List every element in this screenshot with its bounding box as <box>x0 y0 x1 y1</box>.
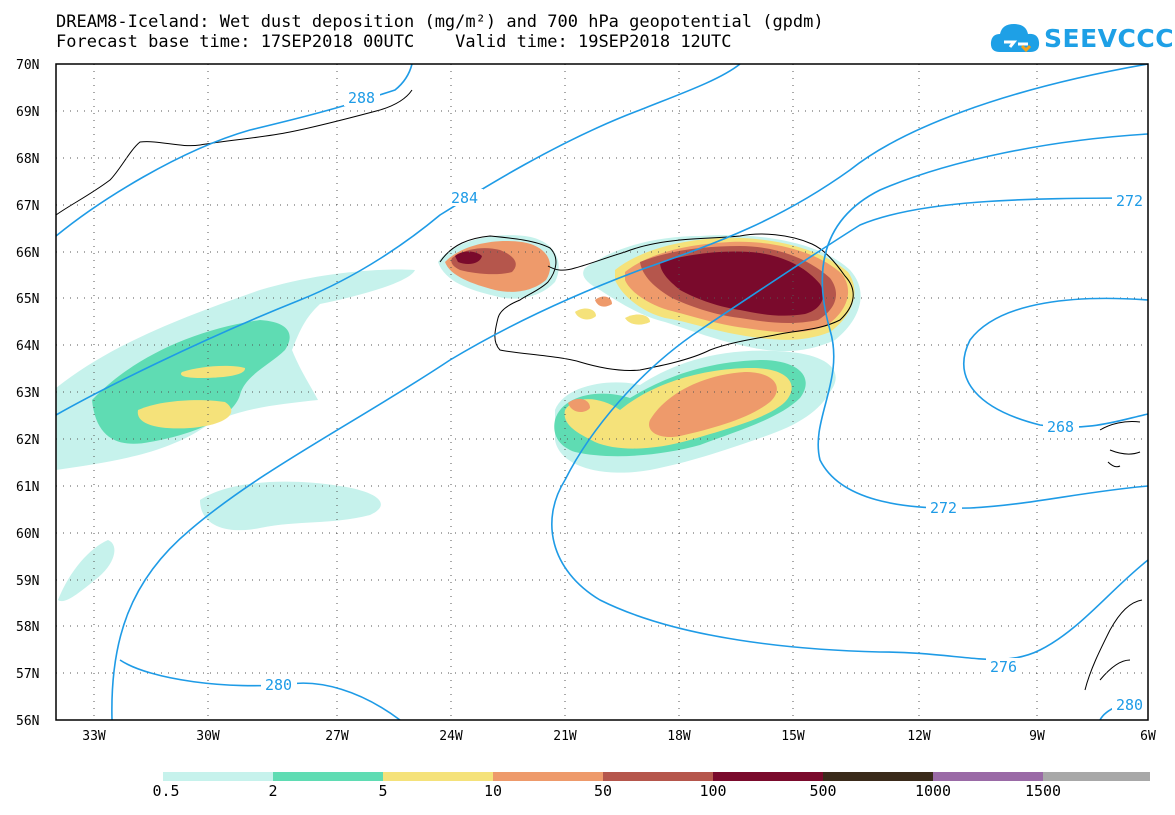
lat-label: 61N <box>16 480 39 495</box>
contour-label: 280 <box>1116 696 1143 714</box>
map-frame <box>55 63 1149 721</box>
contour-label: 280 <box>265 676 292 694</box>
lon-label: 18W <box>667 729 691 744</box>
contour-label: 268 <box>1047 418 1074 436</box>
lat-label: 60N <box>16 527 39 542</box>
legend-label: 10 <box>483 782 503 800</box>
contour-label: 272 <box>1116 192 1143 210</box>
legend-label: 1000 <box>914 782 952 800</box>
lat-label: 66N <box>16 246 39 261</box>
legend-swatch <box>163 772 273 781</box>
lat-label: 70N <box>16 58 39 73</box>
coastline <box>55 89 1143 691</box>
geopotential-contours <box>55 63 1149 721</box>
lat-label: 65N <box>16 292 39 307</box>
legend-swatch <box>1043 772 1150 781</box>
legend-label: 0.5 <box>152 782 180 800</box>
lon-label: 9W <box>1029 729 1045 744</box>
lat-label: 62N <box>16 433 39 448</box>
lat-label: 67N <box>16 199 39 214</box>
lon-label: 21W <box>553 729 577 744</box>
map-subtitle: Forecast base time: 17SEP2018 00UTC Vali… <box>56 32 732 52</box>
legend-colorbar <box>163 772 1150 781</box>
seevccc-logo: SEEVCCC <box>988 18 1174 58</box>
lat-label: 68N <box>16 152 39 167</box>
legend-label: 1500 <box>1024 782 1062 800</box>
legend-swatch <box>493 772 603 781</box>
legend-swatch <box>933 772 1043 781</box>
contour-label: 288 <box>348 89 375 107</box>
lat-label: 56N <box>16 714 39 729</box>
lon-label: 27W <box>325 729 349 744</box>
legend-label: 100 <box>699 782 727 800</box>
lat-label: 58N <box>16 620 39 635</box>
lat-label: 64N <box>16 339 39 354</box>
lat-label: 63N <box>16 386 39 401</box>
lon-label: 24W <box>439 729 463 744</box>
legend-swatch <box>273 772 383 781</box>
lon-label: 33W <box>82 729 106 744</box>
legend-label: 5 <box>378 782 388 800</box>
lon-label: 15W <box>781 729 805 744</box>
lat-label: 59N <box>16 574 39 589</box>
contour-label: 272 <box>930 499 957 517</box>
lat-label: 57N <box>16 667 39 682</box>
lat-label: 69N <box>16 105 39 120</box>
contour-label: 276 <box>990 658 1017 676</box>
legend-label: 2 <box>268 782 278 800</box>
legend-swatch <box>383 772 493 781</box>
gridlines <box>56 64 1148 720</box>
legend-label: 500 <box>809 782 837 800</box>
cloud-icon <box>990 24 1040 53</box>
latitude-labels: 70N 69N 68N 67N 66N 65N 64N 63N 62N 61N … <box>16 58 39 729</box>
longitude-labels: 33W 30W 27W 24W 21W 18W 15W 12W 9W 6W <box>82 729 1156 744</box>
legend-swatch <box>823 772 933 781</box>
lon-label: 12W <box>907 729 931 744</box>
legend-label: 50 <box>593 782 613 800</box>
map-title: DREAM8-Iceland: Wet dust deposition (mg/… <box>56 12 824 32</box>
lon-label: 6W <box>1140 729 1156 744</box>
contour-labels: 288 284 280 276 272 272 268 280 <box>261 89 1148 714</box>
legend-swatch <box>603 772 713 781</box>
deposition-fill <box>56 235 861 602</box>
legend-swatch <box>713 772 823 781</box>
lon-label: 30W <box>196 729 220 744</box>
contour-label: 284 <box>451 189 478 207</box>
logo-text: SEEVCCC <box>1044 24 1175 53</box>
